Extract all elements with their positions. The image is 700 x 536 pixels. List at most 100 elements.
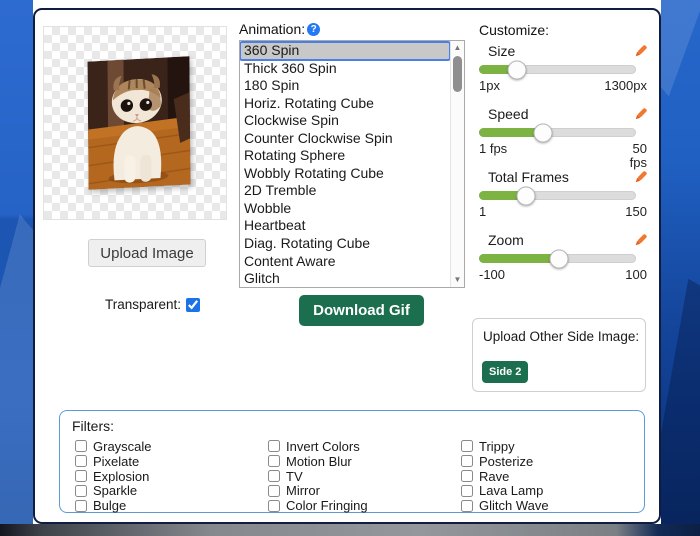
upload-image-button[interactable]: Upload Image — [88, 239, 206, 267]
animation-option[interactable]: Heartbeat — [244, 217, 306, 234]
filter-label: Lava Lamp — [479, 483, 544, 499]
edit-pencil-icon[interactable] — [632, 43, 649, 60]
animation-option[interactable]: Wobbly Rotating Cube — [244, 164, 384, 181]
filter-checkbox-pixelate[interactable] — [75, 455, 87, 468]
slider-max-label: 1300px — [604, 78, 647, 93]
animation-option[interactable]: Glitch — [244, 270, 280, 287]
filter-checkbox-color-fringing[interactable] — [268, 499, 280, 512]
filter-item-motion-blur[interactable]: Motion Blur — [268, 454, 461, 469]
filter-checkbox-mirror[interactable] — [268, 484, 280, 497]
filter-label: Pixelate — [93, 453, 140, 469]
edit-pencil-icon[interactable] — [632, 169, 649, 186]
slider-thumb-zoom[interactable] — [549, 249, 569, 268]
download-gif-button[interactable]: Download Gif — [299, 295, 424, 326]
animation-option[interactable]: Rotating Sphere — [244, 147, 346, 164]
filter-item-trippy[interactable]: Trippy — [461, 439, 549, 454]
filter-checkbox-explosion[interactable] — [75, 469, 87, 482]
slider-track-zoom[interactable] — [479, 249, 636, 268]
filter-checkbox-grayscale[interactable] — [75, 440, 87, 453]
filter-label: Color Fringing — [286, 498, 368, 514]
filter-item-mirror[interactable]: Mirror — [268, 483, 461, 498]
transparent-label: Transparent: — [105, 297, 182, 312]
slider-label-size: Size — [488, 43, 516, 59]
filter-item-pixelate[interactable]: Pixelate — [75, 454, 268, 469]
main-panel: Upload Image Transparent: Animation: ? 3… — [33, 8, 661, 524]
slider-track-speed[interactable] — [479, 123, 636, 142]
slider-thumb-total-frames[interactable] — [516, 186, 536, 205]
filter-label: Grayscale — [93, 438, 152, 454]
animation-option[interactable]: Thick 360 Spin — [244, 59, 337, 76]
filter-checkbox-bulge[interactable] — [75, 499, 87, 512]
customize-panel: Customize: Size 1px 1300px Speed 1 fps 50 fps… — [479, 22, 649, 294]
filter-item-invert-colors[interactable]: Invert Colors — [268, 439, 461, 454]
filter-checkbox-tv[interactable] — [268, 469, 280, 482]
filter-checkbox-sparkle[interactable] — [75, 484, 87, 497]
animation-option[interactable]: Wobble — [244, 199, 292, 216]
transparent-option: Transparent: — [105, 297, 201, 312]
filter-item-bulge[interactable]: Bulge — [75, 498, 268, 513]
slider-min-label: 1 — [479, 204, 487, 219]
filter-item-color-fringing[interactable]: Color Fringing — [268, 498, 461, 513]
edit-pencil-icon[interactable] — [632, 232, 649, 249]
filter-checkbox-trippy[interactable] — [461, 440, 473, 453]
image-preview — [43, 26, 227, 220]
slider-track-total-frames[interactable] — [479, 186, 636, 205]
slider-fill — [479, 128, 544, 137]
filters-title: Filters: — [72, 418, 114, 434]
animation-option[interactable]: Clockwise Spin — [244, 112, 339, 129]
filter-item-posterize[interactable]: Posterize — [461, 454, 549, 469]
filter-label: Mirror — [286, 483, 320, 499]
filter-item-rave[interactable]: Rave — [461, 469, 549, 484]
slider-label-total-frames: Total Frames — [488, 169, 569, 185]
filter-item-grayscale[interactable]: Grayscale — [75, 439, 268, 454]
slider-group-speed: Speed 1 fps 50 fps — [479, 105, 649, 170]
scroll-down-icon[interactable]: ▼ — [453, 275, 462, 284]
side2-button[interactable]: Side 2 — [482, 361, 529, 383]
slider-thumb-size[interactable] — [507, 60, 527, 79]
slider-min-label: -100 — [479, 267, 506, 282]
filter-item-lava-lamp[interactable]: Lava Lamp — [461, 483, 549, 498]
filter-checkbox-invert-colors[interactable] — [268, 440, 280, 453]
animation-option[interactable]: 360 Spin — [240, 41, 451, 61]
slider-group-total-frames: Total Frames 1 150 — [479, 168, 649, 231]
animation-option[interactable]: Horiz. Rotating Cube — [244, 94, 374, 111]
filter-item-glitch-wave[interactable]: Glitch Wave — [461, 498, 549, 513]
filter-checkbox-rave[interactable] — [461, 469, 473, 482]
animation-header: Animation: ? — [239, 21, 321, 37]
slider-group-zoom: Zoom -100 100 — [479, 231, 649, 294]
transparent-checkbox[interactable] — [186, 297, 201, 312]
filter-item-explosion[interactable]: Explosion — [75, 469, 268, 484]
filter-item-tv[interactable]: TV — [268, 469, 461, 484]
animation-option[interactable]: Counter Clockwise Spin — [244, 129, 393, 146]
scrollbar[interactable]: ▲ ▼ — [450, 41, 464, 287]
slider-min-label: 1px — [479, 78, 500, 93]
slider-group-size: Size 1px 1300px — [479, 42, 649, 105]
filter-column: Invert Colors Motion Blur TV Mirror Color Fr… — [268, 439, 461, 513]
slider-max-label: 50 fps — [629, 141, 647, 170]
filter-label: TV — [286, 468, 303, 484]
animation-option[interactable]: 2D Tremble — [244, 182, 317, 199]
animation-listbox[interactable]: 360 Spin Thick 360 Spin 180 Spin Horiz. Rot… — [239, 40, 465, 288]
filter-checkbox-posterize[interactable] — [461, 455, 473, 468]
scroll-up-icon[interactable]: ▲ — [453, 43, 462, 52]
animation-option[interactable]: 180 Spin — [244, 77, 300, 94]
slider-track-size[interactable] — [479, 60, 636, 79]
animation-label: Animation: — [239, 21, 306, 37]
filter-checkbox-motion-blur[interactable] — [268, 455, 280, 468]
animation-option[interactable]: Content Aware — [244, 252, 336, 269]
filter-label: Invert Colors — [286, 438, 360, 454]
slider-min-label: 1 fps — [479, 141, 508, 156]
slider-fill — [479, 65, 517, 74]
animation-option[interactable]: Diag. Rotating Cube — [244, 235, 371, 252]
side-upload-box: Upload Other Side Image: Side 2 — [472, 318, 646, 392]
help-icon[interactable]: ? — [307, 22, 321, 36]
filter-checkbox-glitch-wave[interactable] — [461, 499, 473, 512]
slider-thumb-speed[interactable] — [533, 123, 553, 142]
edit-pencil-icon[interactable] — [632, 106, 649, 123]
filter-label: Motion Blur — [286, 453, 352, 469]
slider-fill — [479, 191, 527, 200]
slider-label-speed: Speed — [488, 106, 529, 122]
filter-item-sparkle[interactable]: Sparkle — [75, 483, 268, 498]
filter-checkbox-lava-lamp[interactable] — [461, 484, 473, 497]
scrollbar-thumb[interactable] — [453, 56, 462, 92]
